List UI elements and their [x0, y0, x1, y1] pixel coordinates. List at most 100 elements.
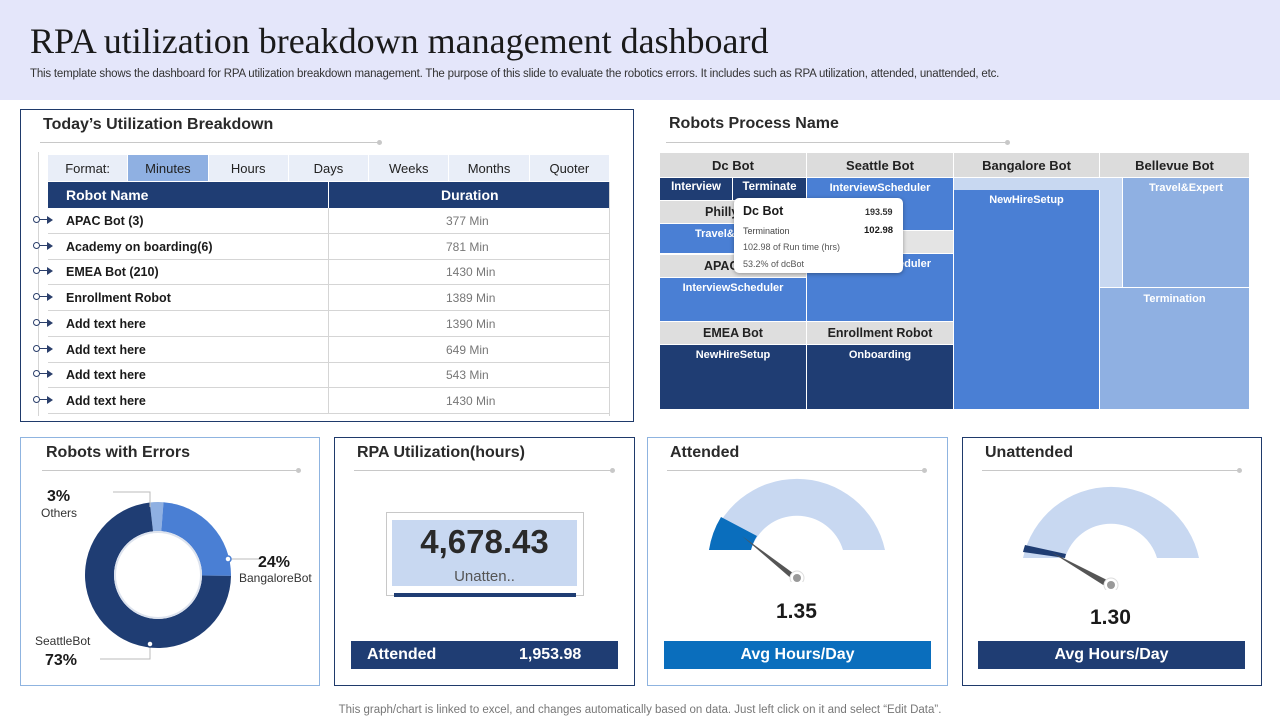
format-option-months[interactable]: Months [449, 155, 530, 181]
attended-avg-label: Avg Hours/Day [740, 646, 855, 663]
rpa-value-underline [394, 593, 576, 597]
treemap-cell-bangalore-top[interactable] [954, 178, 1100, 190]
format-option-days[interactable]: Days [289, 155, 370, 181]
column-header-robot-name: Robot Name [66, 187, 149, 203]
attended-title: Attended [670, 444, 740, 461]
duration-cell: 781 Min [446, 239, 489, 254]
table-row[interactable]: Add text here 543 Min [48, 362, 609, 389]
utilization-title-dot [377, 140, 382, 145]
attended-gauge [709, 478, 885, 582]
process-title: Robots Process Name [669, 115, 839, 132]
robot-name-cell: Enrollment Robot [66, 291, 171, 306]
attended-gauge-needle [742, 536, 797, 580]
duration-cell: 377 Min [446, 214, 489, 228]
attended-gauge-fill [709, 517, 757, 550]
rpa-sub-label: Unatten.. [454, 568, 515, 585]
utilization-title: Today’s Utilization Breakdown [43, 116, 274, 133]
duration-cell: 1430 Min [446, 265, 496, 280]
attended-value: 1.35 [776, 600, 817, 623]
errors-title-line [42, 470, 297, 471]
unattended-title-line [982, 470, 1238, 471]
table-row[interactable]: Add text here 649 Min [48, 336, 609, 363]
table-right-border [609, 182, 610, 416]
attended-total-bar: Attended 1,953.98 [351, 641, 618, 669]
unattended-avg-button[interactable]: Avg Hours/Day [978, 641, 1245, 669]
format-label: Format: [48, 155, 129, 181]
attended-total-value: 1,953.98 [519, 646, 582, 663]
row-arrow-icon [33, 293, 55, 302]
unattended-title: Unattended [985, 444, 1073, 461]
treemap-header-bangalore-bot: Bangalore Bot [954, 153, 1100, 177]
header-divider [328, 182, 329, 208]
duration-cell: 649 Min [446, 342, 489, 357]
format-option-weeks[interactable]: Weeks [369, 155, 450, 181]
format-option-minutes[interactable]: Minutes [128, 155, 209, 181]
attended-total-label: Attended [367, 646, 437, 663]
utilization-title-line [40, 142, 378, 143]
unattended-avg-label: Avg Hours/Day [1054, 646, 1169, 663]
column-header-duration: Duration [441, 187, 499, 203]
treemap-header-dc-bot: Dc Bot [660, 153, 807, 177]
rpa-title-dot [610, 468, 615, 473]
row-divider [328, 233, 329, 260]
row-divider [328, 310, 329, 337]
robot-name-cell: APAC Bot (3) [66, 214, 144, 228]
page-title: RPA utilization breakdown management das… [30, 21, 769, 61]
table-row[interactable]: APAC Bot (3) 377 Min [48, 208, 609, 234]
errors-seattle-label: SeattleBot [35, 634, 91, 648]
attended-title-dot [922, 468, 927, 473]
treemap-cell-bellevue-pale[interactable] [1100, 178, 1122, 287]
rpa-value: 4,678.43 [420, 523, 549, 560]
tooltip-runtime: 102.98 of Run time (hrs) [743, 242, 841, 252]
table-header: Robot Name Duration [48, 182, 609, 208]
duration-cell: 1389 Min [446, 291, 496, 306]
attended-gauge-track [709, 478, 885, 550]
row-divider [328, 387, 329, 414]
unattended-gauge [1023, 486, 1199, 590]
treemap-cell-emea-newhire[interactable]: NewHireSetup [660, 345, 806, 409]
errors-bangalore-label: BangaloreBot [239, 571, 312, 585]
row-arrow-icon [33, 395, 55, 404]
process-title-dot [1005, 140, 1010, 145]
treemap-cell-terminate[interactable]: Terminate [733, 178, 806, 200]
tooltip-title-value: 193.59 [865, 207, 893, 217]
tooltip-item: Termination [743, 226, 790, 236]
table-row[interactable]: Add text here 1390 Min [48, 310, 609, 337]
tooltip-item-value: 102.98 [864, 225, 894, 236]
unattended-gauge-fill [1023, 545, 1066, 558]
row-arrow-icon [33, 344, 55, 353]
table-row[interactable]: Enrollment Robot 1389 Min [48, 285, 609, 312]
attended-gauge-hub-center [793, 574, 801, 582]
treemap-cell-bellevue-termination[interactable]: Termination [1100, 288, 1249, 409]
table-row[interactable]: EMEA Bot (210) 1430 Min [48, 259, 609, 286]
robot-name-cell: Academy on boarding(6) [66, 239, 213, 254]
row-arrow-icon [33, 216, 55, 224]
format-option-hours[interactable]: Hours [209, 155, 289, 181]
row-arrow-icon [33, 267, 55, 276]
treemap-label-enrollment: Enrollment Robot [807, 322, 953, 344]
treemap-header-bellevue-bot: Bellevue Bot [1100, 153, 1249, 177]
treemap-cell-dc-interview-scheduler[interactable]: InterviewScheduler [660, 278, 806, 321]
treemap-cell-onboarding[interactable]: Onboarding [807, 345, 953, 409]
treemap-cell-interview[interactable]: Interview [660, 178, 732, 200]
attended-avg-button[interactable]: Avg Hours/Day [664, 641, 931, 669]
unattended-gauge-track [1023, 486, 1199, 558]
tooltip-title: Dc Bot [743, 204, 784, 218]
errors-title-dot [296, 468, 301, 473]
format-option-quoter[interactable]: Quoter [549, 160, 590, 176]
robot-name-cell: Add text here [66, 342, 146, 357]
table-left-border [38, 152, 39, 416]
errors-seattle-pct: 73% [45, 652, 78, 669]
row-divider [328, 362, 329, 389]
treemap-header-seattle-bot: Seattle Bot [807, 153, 954, 177]
treemap-cell-bangalore-newhire[interactable]: NewHireSetup [954, 190, 1099, 409]
process-title-line [666, 142, 1006, 143]
robot-name-cell: EMEA Bot (210) [66, 265, 159, 280]
table-row[interactable]: Add text here 1430 Min [48, 387, 609, 414]
table-row[interactable]: Academy on boarding(6) 781 Min [48, 233, 609, 260]
treemap-cell-bellevue-travel[interactable]: Travel&Expert [1123, 178, 1249, 287]
unattended-gauge-hub-center [1107, 581, 1115, 589]
errors-bangalore-pct: 24% [258, 554, 291, 571]
header-band [0, 0, 1280, 100]
unattended-value: 1.30 [1090, 606, 1131, 629]
